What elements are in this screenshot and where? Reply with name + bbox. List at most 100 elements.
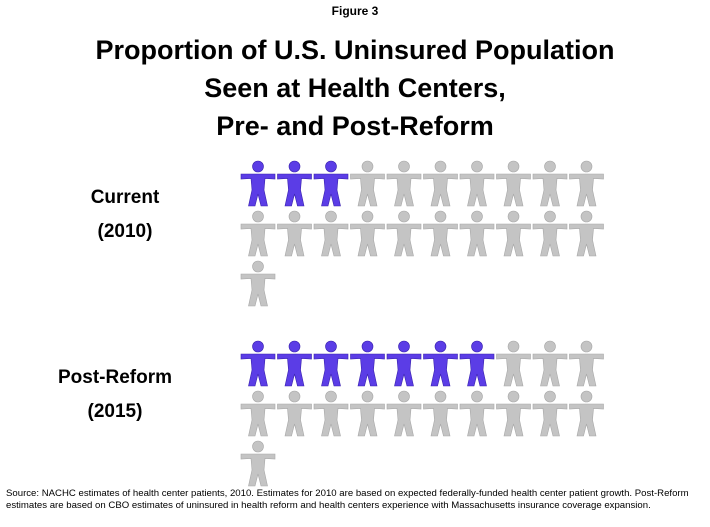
- person: [386, 160, 422, 207]
- chart-title: Proportion of U.S. Uninsured Population: [96, 35, 615, 65]
- source-note: Source: NACHC estimates of health center…: [6, 488, 689, 511]
- person-head: [507, 160, 520, 173]
- person-head: [288, 210, 301, 223]
- highlighted-person: [386, 340, 422, 387]
- person-body: [277, 223, 312, 257]
- person-body: [240, 223, 276, 257]
- person-body: [386, 353, 422, 387]
- figure-label: Figure 3: [332, 4, 379, 18]
- category-label: (2015): [88, 401, 143, 422]
- person-body: [423, 223, 458, 257]
- person-head: [288, 340, 301, 353]
- person-body: [386, 403, 422, 437]
- highlighted-person: [350, 340, 385, 387]
- person-body: [350, 353, 385, 387]
- person-body: [459, 173, 495, 207]
- person-body: [459, 403, 495, 437]
- person: [459, 160, 495, 207]
- highlighted-person: [423, 340, 458, 387]
- person-body: [532, 403, 568, 437]
- person: [459, 210, 495, 257]
- person-body: [240, 453, 276, 487]
- person-body: [423, 403, 458, 437]
- person: [386, 390, 422, 437]
- person: [532, 340, 568, 387]
- person-body: [350, 223, 385, 257]
- person-body: [277, 173, 312, 207]
- person-head: [252, 340, 264, 353]
- person-head: [580, 160, 593, 173]
- person-head: [252, 440, 264, 453]
- person: [496, 210, 531, 257]
- person: [313, 210, 349, 257]
- person-body: [569, 223, 604, 257]
- person: [350, 210, 385, 257]
- person-body: [532, 173, 568, 207]
- highlighted-person: [459, 340, 495, 387]
- person: [313, 390, 349, 437]
- person-head: [434, 210, 447, 223]
- person: [350, 160, 385, 207]
- chart-title: Pre- and Post-Reform: [216, 111, 494, 141]
- person-head: [471, 210, 483, 223]
- person: [569, 340, 604, 387]
- person-body: [277, 353, 312, 387]
- person-body: [496, 353, 531, 387]
- person: [459, 390, 495, 437]
- highlighted-person: [313, 160, 349, 207]
- highlighted-person: [240, 340, 276, 387]
- person-head: [252, 210, 264, 223]
- person-head: [325, 210, 337, 223]
- person-body: [569, 173, 604, 207]
- person-body: [240, 273, 276, 307]
- person-head: [544, 210, 556, 223]
- person-head: [252, 390, 264, 403]
- person-head: [288, 160, 301, 173]
- person-body: [423, 353, 458, 387]
- person-head: [434, 390, 447, 403]
- person: [532, 210, 568, 257]
- person-head: [288, 390, 301, 403]
- person: [240, 260, 276, 307]
- person-head: [361, 160, 374, 173]
- person-head: [544, 340, 556, 353]
- person-body: [240, 353, 276, 387]
- person-head: [544, 160, 556, 173]
- person-head: [580, 390, 593, 403]
- person-head: [507, 210, 520, 223]
- person-head: [434, 160, 447, 173]
- person: [569, 160, 604, 207]
- person-body: [313, 403, 349, 437]
- person: [496, 160, 531, 207]
- person-head: [580, 210, 593, 223]
- person-head: [325, 340, 337, 353]
- person-body: [423, 173, 458, 207]
- person-head: [507, 390, 520, 403]
- person-head: [398, 340, 410, 353]
- category-label: Current: [91, 187, 160, 208]
- person-head: [544, 390, 556, 403]
- category-label: (2010): [98, 221, 153, 242]
- person-head: [471, 390, 483, 403]
- highlighted-person: [277, 340, 312, 387]
- person-head: [398, 390, 410, 403]
- person-head: [507, 340, 520, 353]
- person-head: [398, 160, 410, 173]
- person: [240, 390, 276, 437]
- person-body: [350, 403, 385, 437]
- person-body: [240, 173, 276, 207]
- person-body: [313, 353, 349, 387]
- person-head: [471, 160, 483, 173]
- person-head: [398, 210, 410, 223]
- person-head: [252, 160, 264, 173]
- person-body: [386, 223, 422, 257]
- person-body: [569, 403, 604, 437]
- person: [240, 440, 276, 487]
- person-body: [496, 403, 531, 437]
- person-body: [532, 223, 568, 257]
- chart-title: Seen at Health Centers,: [204, 73, 506, 103]
- highlighted-person: [313, 340, 349, 387]
- person-body: [350, 173, 385, 207]
